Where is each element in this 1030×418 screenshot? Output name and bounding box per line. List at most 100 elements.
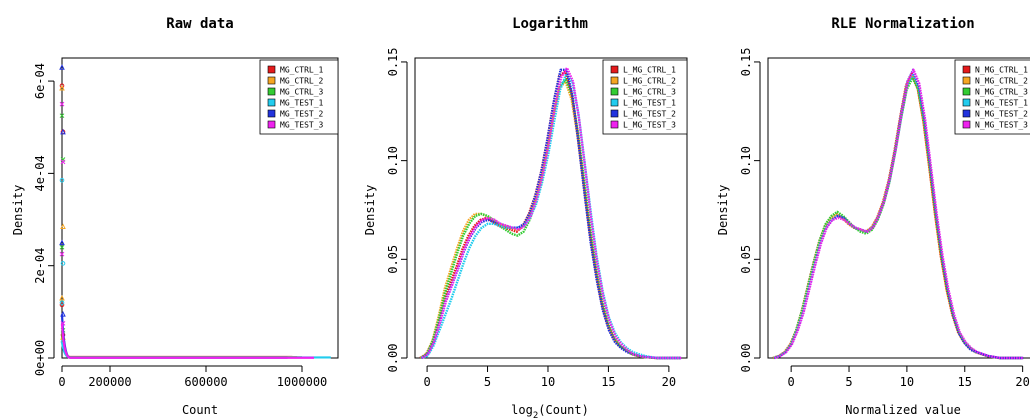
x-tick-label: 0 xyxy=(423,375,430,389)
x-tick-label: 15 xyxy=(958,375,972,389)
series-MG_TEST_3 xyxy=(59,101,314,359)
series-line xyxy=(421,66,682,360)
legend: MG_CTRL_1 MG_CTRL_2 MG_CTRL_3 MG_TEST_1 MG_T… xyxy=(259,59,339,135)
legend: N_MG_CTRL_1 N_MG_CTRL_2 N_MG_CTRL_3 N_MG_TE… xyxy=(954,59,1030,135)
legend-label: L_MG_TEST_3 xyxy=(623,121,676,130)
legend-swatch xyxy=(267,98,276,107)
series-line xyxy=(60,330,302,359)
y-tick-label: 0.00 xyxy=(739,344,753,373)
legend-swatch xyxy=(962,98,971,107)
legend-label: MG_CTRL_3 xyxy=(280,88,324,97)
x-axis-label-main: log xyxy=(511,403,533,417)
plot-frame xyxy=(414,57,688,359)
legend-label: N_MG_TEST_1 xyxy=(975,99,1028,108)
x-tick-label: 0 xyxy=(58,375,65,389)
plot-frame xyxy=(767,57,1030,359)
series-L_MG_TEST_2 xyxy=(420,68,682,360)
y-tick-label: 0e+00 xyxy=(33,340,47,376)
series-N_MG_TEST_3 xyxy=(774,68,1024,360)
y-tick-label: 0.00 xyxy=(386,344,400,373)
x-tick-label: 600000 xyxy=(184,375,227,389)
legend-swatch xyxy=(610,76,619,85)
y-axis-label: Density xyxy=(11,185,25,236)
y-tick-label: 0.10 xyxy=(386,146,400,175)
data-point xyxy=(59,302,65,308)
legend-label: N_MG_CTRL_1 xyxy=(975,66,1028,75)
legend-swatch xyxy=(267,65,276,74)
legend-label: L_MG_CTRL_1 xyxy=(623,66,676,75)
series-line xyxy=(60,341,331,359)
legend-label: MG_CTRL_1 xyxy=(280,66,324,75)
legend-label: MG_CTRL_2 xyxy=(280,77,324,86)
legend-label: MG_TEST_2 xyxy=(280,110,324,119)
data-point xyxy=(60,261,66,266)
x-tick-label: 5 xyxy=(845,375,852,389)
series-L_MG_TEST_3 xyxy=(421,66,682,360)
data-point xyxy=(59,84,65,91)
legend-label: L_MG_CTRL_3 xyxy=(623,88,676,97)
panel-title: RLE Normalization xyxy=(831,16,974,32)
legend-label: L_MG_CTRL_2 xyxy=(623,77,676,86)
y-axis-label: Density xyxy=(716,185,730,236)
data-point xyxy=(59,244,65,250)
data-point xyxy=(59,113,65,119)
legend-swatch xyxy=(962,120,971,129)
legend-label: L_MG_TEST_1 xyxy=(623,99,676,108)
x-tick-label: 20 xyxy=(1015,375,1029,389)
series-line xyxy=(60,323,314,359)
legend-swatch xyxy=(610,65,619,74)
x-axis-label-subscript: 2 xyxy=(533,411,538,418)
legend: L_MG_CTRL_1 L_MG_CTRL_2 L_MG_CTRL_3 L_MG_TE… xyxy=(602,59,688,135)
data-point xyxy=(59,239,65,246)
legend-swatch xyxy=(962,109,971,118)
y-tick-label: 6e-04 xyxy=(33,63,47,99)
data-point xyxy=(60,128,66,135)
legend-label: N_MG_TEST_3 xyxy=(975,121,1028,130)
y-tick-label: 2e-04 xyxy=(33,248,47,284)
series-MG_CTRL_1 xyxy=(59,83,293,359)
legend-swatch xyxy=(962,87,971,96)
x-tick-label: 15 xyxy=(601,375,615,389)
panel-raw-data: Raw data Count Density 0 200000 600000 1000… xyxy=(11,16,339,417)
data-point xyxy=(59,101,65,107)
legend-swatch xyxy=(610,109,619,118)
x-tick-label: 10 xyxy=(900,375,914,389)
legend-swatch xyxy=(267,109,276,118)
y-tick-label: 0.05 xyxy=(739,245,753,274)
x-tick-label: 10 xyxy=(541,375,555,389)
legend-swatch xyxy=(962,65,971,74)
series-MG_CTRL_3 xyxy=(59,113,302,359)
data-point xyxy=(60,223,66,229)
panel-rle-normalization: RLE Normalization Normalized value Densi… xyxy=(716,16,1030,417)
y-tick-label: 0.05 xyxy=(386,245,400,274)
series-line xyxy=(60,334,293,359)
panel-title: Logarithm xyxy=(512,16,588,32)
legend-swatch xyxy=(610,120,619,129)
legend-swatch xyxy=(267,76,276,85)
data-point xyxy=(59,83,65,88)
y-axis-label: Density xyxy=(363,185,377,236)
series-line xyxy=(60,314,288,359)
data-point xyxy=(59,64,65,70)
y-tick-label: 4e-04 xyxy=(33,155,47,191)
x-tick-label: 5 xyxy=(484,375,491,389)
legend-swatch xyxy=(610,87,619,96)
x-axis-label-tail: (Count) xyxy=(538,403,589,417)
panel-title: Raw data xyxy=(166,16,233,32)
x-tick-label: 20 xyxy=(662,375,676,389)
series-line xyxy=(60,337,298,359)
x-tick-label: 200000 xyxy=(88,375,131,389)
data-point xyxy=(59,178,65,183)
series-MG_TEST_2 xyxy=(59,64,288,359)
y-tick-label: 0.15 xyxy=(386,47,400,76)
data-point xyxy=(60,159,66,165)
series-MG_TEST_1 xyxy=(59,178,331,359)
data-point xyxy=(59,300,65,305)
x-axis-label: Count xyxy=(182,403,218,417)
legend-label: N_MG_CTRL_2 xyxy=(975,77,1028,86)
data-point xyxy=(59,251,65,257)
series-line xyxy=(774,68,1024,360)
y-tick-label: 0.10 xyxy=(739,146,753,175)
legend-label: MG_TEST_3 xyxy=(280,121,324,130)
